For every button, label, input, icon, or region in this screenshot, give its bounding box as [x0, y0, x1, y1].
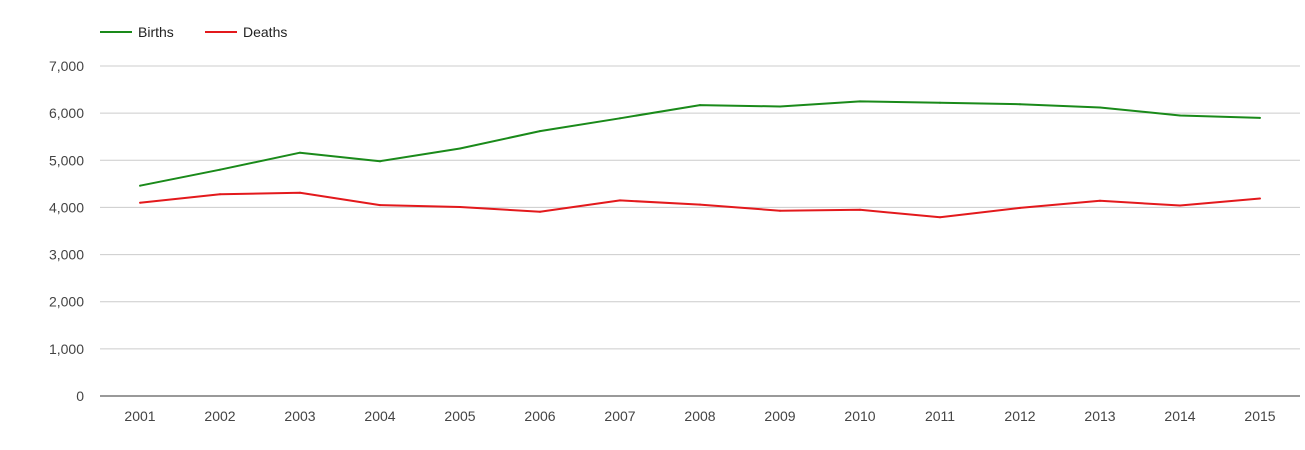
data-point-births — [1179, 114, 1181, 117]
data-point-births — [299, 151, 301, 154]
data-point-births — [379, 160, 381, 163]
legend-item-deaths[interactable]: Deaths — [205, 24, 287, 40]
y-tick-label: 2,000 — [49, 294, 84, 310]
legend: Births Deaths — [100, 24, 287, 40]
x-tick-label: 2001 — [124, 408, 155, 424]
data-point-deaths — [1259, 197, 1261, 200]
x-tick-label: 2005 — [444, 408, 475, 424]
data-point-deaths — [379, 204, 381, 207]
legend-item-births[interactable]: Births — [100, 24, 174, 40]
series-line-births — [139, 100, 1261, 187]
x-tick-label: 2013 — [1084, 408, 1115, 424]
data-point-deaths — [539, 210, 541, 213]
data-point-deaths — [219, 193, 221, 196]
data-point-deaths — [699, 203, 701, 206]
y-tick-label: 5,000 — [49, 152, 84, 168]
y-tick-label: 0 — [76, 388, 84, 404]
data-point-deaths — [859, 208, 861, 211]
y-tick-label: 3,000 — [49, 247, 84, 263]
data-point-deaths — [1099, 199, 1101, 202]
data-point-births — [859, 100, 861, 103]
data-point-births — [459, 147, 461, 150]
data-point-deaths — [1179, 204, 1181, 207]
x-tick-label: 2014 — [1164, 408, 1195, 424]
x-tick-label: 2003 — [284, 408, 315, 424]
data-point-births — [139, 184, 141, 187]
gridlines — [100, 65, 1300, 350]
x-tick-label: 2012 — [1004, 408, 1035, 424]
y-tick-label: 7,000 — [49, 58, 84, 74]
y-tick-label: 1,000 — [49, 341, 84, 357]
data-point-births — [779, 105, 781, 108]
x-tick-label: 2009 — [764, 408, 795, 424]
data-point-births — [939, 101, 941, 104]
x-tick-label: 2006 — [524, 408, 555, 424]
x-tick-label: 2010 — [844, 408, 875, 424]
data-point-deaths — [779, 209, 781, 212]
data-point-births — [1259, 116, 1261, 119]
y-tick-label: 6,000 — [49, 105, 84, 121]
data-point-births — [219, 168, 221, 171]
data-point-births — [699, 104, 701, 107]
x-tick-label: 2015 — [1244, 408, 1275, 424]
data-point-births — [539, 130, 541, 133]
data-point-births — [619, 117, 621, 120]
x-tick-label: 2008 — [684, 408, 715, 424]
legend-label: Deaths — [243, 24, 287, 40]
data-point-deaths — [619, 199, 621, 202]
x-tick-label: 2011 — [925, 408, 955, 424]
data-point-deaths — [459, 206, 461, 208]
series-lines — [139, 100, 1261, 219]
data-point-births — [1019, 103, 1021, 106]
y-tick-label: 4,000 — [49, 199, 84, 215]
x-tick-label: 2004 — [364, 408, 395, 424]
x-tick-label: 2007 — [604, 408, 635, 424]
data-point-deaths — [139, 201, 141, 204]
data-point-births — [1099, 106, 1101, 109]
legend-label: Births — [138, 24, 174, 40]
data-point-deaths — [299, 191, 301, 194]
y-axis: 0 1,000 2,000 3,000 4,000 5,000 6,000 7,000 — [49, 58, 84, 404]
data-point-deaths — [939, 216, 941, 219]
x-tick-label: 2002 — [204, 408, 235, 424]
x-axis: 2001 2002 2003 2004 2005 2006 2007 2008 2009 2010… — [100, 395, 1300, 424]
data-point-deaths — [1019, 206, 1021, 209]
